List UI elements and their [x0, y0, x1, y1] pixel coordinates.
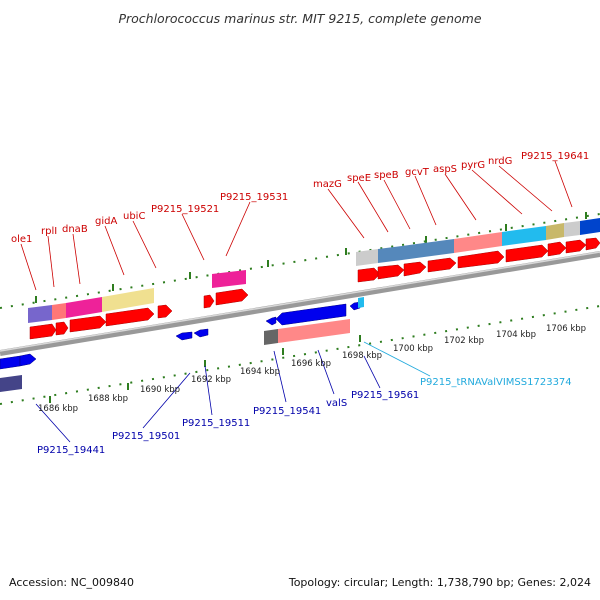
- feature-bar-19531: [212, 270, 246, 288]
- feature-bar-19441: [0, 375, 22, 392]
- feature-bar-speB: [402, 243, 424, 260]
- feature-bar-pyrG: [502, 226, 546, 246]
- gene-label-P9215_19511[interactable]: P9215_19511: [182, 418, 250, 429]
- gene-label-P9215_19521[interactable]: P9215_19521: [151, 204, 219, 215]
- gene-label-P9215_19531[interactable]: P9215_19531: [220, 192, 288, 203]
- scale-label: 1698 kbp: [342, 351, 382, 361]
- gene-label-rplI[interactable]: rplI: [41, 226, 57, 237]
- feature-bar-valS: [278, 319, 350, 343]
- label-leader-trna: [363, 341, 431, 377]
- feature-bar-aspS: [454, 232, 502, 253]
- feature-bar-speE: [378, 246, 402, 263]
- feature-bar-dnaB: [66, 297, 102, 318]
- reverse-cds-arrows: [0, 301, 361, 370]
- scale-labels: 1686 kbp 1688 kbp 1690 kbp 1692 kbp 1694…: [38, 324, 586, 414]
- feature-bar-gidA: [102, 288, 154, 312]
- genome-summary-text: Topology: circular; Length: 1,738,790 bp…: [288, 576, 591, 589]
- scale-label: 1690 kbp: [140, 385, 180, 395]
- major-ticks: [35, 212, 587, 403]
- gene-label-P9215_19561[interactable]: P9215_19561: [351, 390, 419, 401]
- feature-bar-rplI: [52, 303, 66, 320]
- map-title: Prochlorococcus marinus str. MIT 9215, c…: [118, 11, 481, 26]
- label-leaders-top: [20, 160, 573, 291]
- accession-text: Accession: NC_009840: [9, 576, 134, 589]
- scale-label: 1686 kbp: [38, 404, 78, 414]
- gene-label-gcvT[interactable]: gcvT: [405, 167, 430, 178]
- scale-label: 1706 kbp: [546, 324, 586, 334]
- gene-label-aspS[interactable]: aspS: [433, 164, 457, 175]
- gene-label-valS[interactable]: valS: [326, 398, 347, 409]
- gene-label-gidA[interactable]: gidA: [95, 216, 117, 227]
- tick-guides: [0, 213, 600, 405]
- scale-label: 1694 kbp: [240, 367, 280, 377]
- scale-label: 1692 kbp: [191, 375, 231, 385]
- gene-label-dnaB[interactable]: dnaB: [62, 224, 88, 235]
- scale-label: 1700 kbp: [393, 344, 433, 354]
- gene-label-trna[interactable]: P9215_tRNAValVIMSS1723374: [420, 377, 572, 388]
- gene-label-nrdG[interactable]: nrdG: [488, 156, 512, 167]
- top-gene-labels: ole1 rplI dnaB gidA ubiC P9215_19521 P92…: [11, 151, 589, 245]
- gene-label-speB[interactable]: speB: [374, 170, 399, 181]
- gene-label-P9215_19441[interactable]: P9215_19441: [37, 445, 105, 456]
- feature-bar-end: [580, 218, 600, 235]
- scale-label: 1696 kbp: [291, 359, 331, 369]
- bottom-gene-labels: P9215_19441 P9215_19501 P9215_19511 P921…: [37, 377, 572, 456]
- feature-bar-trna: [358, 297, 364, 308]
- gene-label-mazG[interactable]: mazG: [313, 179, 342, 190]
- gene-label-ole1[interactable]: ole1: [11, 234, 32, 245]
- gene-label-ubiC[interactable]: ubiC: [123, 211, 145, 222]
- lower-feature-bars: [0, 297, 364, 392]
- forward-cds-arrows: [29, 237, 600, 340]
- scale-label: 1704 kbp: [496, 330, 536, 340]
- gene-label-P9215_19541[interactable]: P9215_19541: [253, 406, 321, 417]
- feature-bar-ole1: [28, 305, 52, 323]
- upper-feature-bars: [28, 218, 600, 323]
- feature-bar-19641: [564, 221, 580, 237]
- feature-bar-valS-grey: [264, 329, 278, 345]
- gene-label-P9215_19641[interactable]: P9215_19641: [521, 151, 589, 162]
- feature-bar-mazG: [356, 249, 378, 266]
- feature-bar-nrdG: [546, 223, 564, 240]
- gene-label-pyrG[interactable]: pyrG: [461, 160, 485, 171]
- scale-label: 1702 kbp: [444, 336, 484, 346]
- gene-label-P9215_19501[interactable]: P9215_19501: [112, 431, 180, 442]
- label-leaders-bottom: [35, 349, 381, 443]
- feature-bar-gcvT: [424, 239, 454, 257]
- gene-label-speE[interactable]: speE: [347, 173, 371, 184]
- genome-backbone: [0, 251, 600, 356]
- scale-label: 1688 kbp: [88, 394, 128, 404]
